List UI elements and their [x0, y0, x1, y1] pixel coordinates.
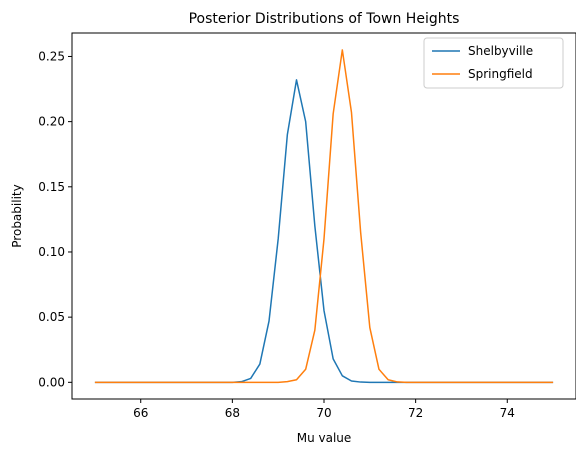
series-line-springfield: [94, 49, 554, 384]
y-tick-label: 0.15: [38, 180, 65, 194]
y-tick-label: 0.10: [38, 245, 65, 259]
x-tick-label: 74: [500, 406, 515, 420]
y-tick-label: 0.00: [38, 375, 65, 389]
y-tick-label: 0.20: [38, 115, 65, 129]
y-axis: 0.00 0.05 0.10 0.15 0.20 0.25: [38, 49, 72, 389]
chart-title: Posterior Distributions of Town Heights: [189, 11, 460, 27]
y-axis-label: Probability: [10, 184, 24, 247]
x-axis: 66 68 70 72 74: [133, 399, 515, 420]
x-tick-label: 68: [225, 406, 240, 420]
legend: Shelbyville Springfield: [423, 37, 564, 89]
legend-label-shelbyville: Shelbyville: [468, 44, 533, 58]
x-tick-label: 72: [408, 406, 423, 420]
y-tick-label: 0.25: [38, 49, 65, 63]
x-tick-label: 66: [133, 406, 148, 420]
x-axis-label: Mu value: [297, 431, 352, 445]
x-tick-label: 70: [316, 406, 331, 420]
legend-label-springfield: Springfield: [468, 67, 533, 81]
series-layer: [94, 49, 554, 384]
y-tick-label: 0.05: [38, 310, 65, 324]
